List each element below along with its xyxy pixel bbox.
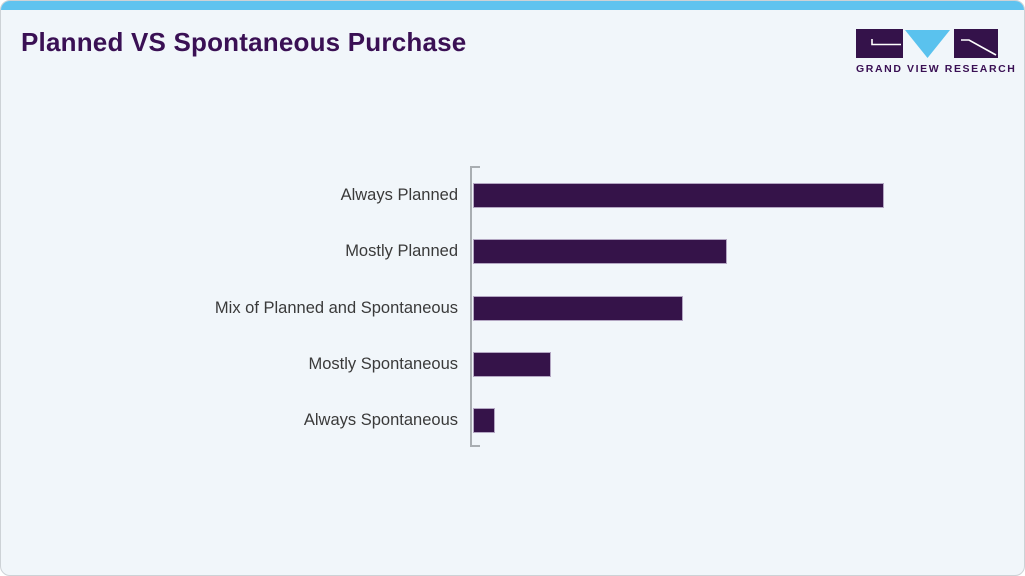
logo-g-block	[856, 29, 903, 58]
category-label-mostly-spontaneous: Mostly Spontaneous	[308, 354, 458, 373]
page-title: Planned VS Spontaneous Purchase	[21, 27, 467, 57]
logo-text: GRAND VIEW RESEARCH	[856, 63, 1017, 75]
gvr-logo-icon	[856, 29, 998, 58]
category-label-mix-of-planned-and-spontaneous: Mix of Planned and Spontaneous	[214, 298, 458, 317]
category-axis-line	[470, 166, 472, 447]
bar-mostly-planned	[473, 239, 727, 265]
category-label-always-planned: Always Planned	[340, 186, 458, 204]
accent-bar	[1, 1, 1024, 10]
axis-cap-bottom-icon	[470, 445, 480, 447]
logo-g-mark	[871, 39, 901, 46]
category-label-always-spontaneous: Always Spontaneous	[303, 411, 458, 430]
bar-mix-of-planned-and-spontaneous	[473, 295, 683, 321]
logo-r-mark	[961, 39, 997, 56]
bar-chart: Always Planned Mostly Planned Mix of Plann…	[1, 162, 1024, 452]
logo-v-triangle	[905, 30, 950, 58]
axis-cap-top-icon	[470, 166, 480, 168]
bar-always-spontaneous	[473, 408, 495, 434]
bar-mostly-spontaneous	[473, 351, 551, 377]
category-label-mostly-planned: Mostly Planned	[345, 242, 458, 261]
logo: GRAND VIEW RESEARCH	[856, 29, 1017, 75]
bar-always-planned	[473, 183, 884, 208]
